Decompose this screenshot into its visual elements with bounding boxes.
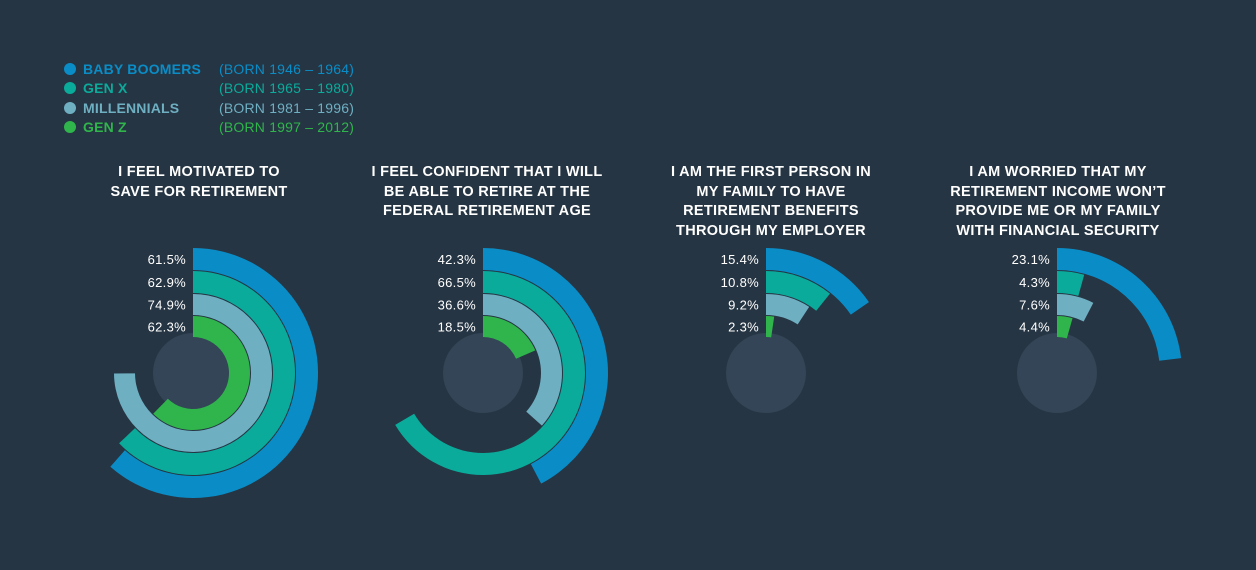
arc-gen-z xyxy=(1057,315,1073,339)
legend-item-millennials: MILLENNIALS (BORN 1981 – 1996) xyxy=(64,98,354,118)
value-label-millennials: 36.6% xyxy=(438,298,477,313)
title-line: I AM THE FIRST PERSON IN xyxy=(670,164,871,180)
radial-chart-4: 23.1% 4.3% 7.6% 4.4% xyxy=(1012,248,1182,413)
title-line: FEDERAL RETIREMENT AGE xyxy=(383,203,591,219)
title-line: RETIREMENT INCOME WON’T xyxy=(950,183,1166,200)
value-label-gen-z: 18.5% xyxy=(438,320,477,335)
arc-baby-boomers xyxy=(110,248,319,498)
arc-gen-x xyxy=(119,271,296,475)
arc-baby-boomers xyxy=(1057,248,1182,361)
center-circle xyxy=(1017,333,1097,413)
title-line: I FEEL MOTIVATED TO xyxy=(118,164,280,180)
value-label-gen-x: 10.8% xyxy=(721,275,760,290)
legend-born: (BORN 1997 – 2012) xyxy=(219,119,355,136)
arc-gen-z xyxy=(766,316,775,338)
legend-name: MILLENNIALS xyxy=(83,99,180,116)
value-label-gen-x: 4.3% xyxy=(1019,275,1050,290)
title-line: I FEEL CONFIDENT THAT I WILL xyxy=(371,164,603,180)
center-circle xyxy=(443,333,523,413)
value-label-baby-boomers: 61.5% xyxy=(148,252,187,267)
title-line: THROUGH MY EMPLOYER xyxy=(676,222,866,239)
value-label-gen-z: 4.4% xyxy=(1019,320,1050,335)
legend-born: (BORN 1965 – 1980) xyxy=(219,80,355,97)
value-label-millennials: 9.2% xyxy=(728,298,759,313)
legend-name: GEN Z xyxy=(83,119,127,136)
arc-gen-x xyxy=(766,271,831,311)
arc-gen-z xyxy=(483,316,536,359)
legend-name: BABY BOOMERS xyxy=(83,60,202,77)
title-line: PROVIDE ME OR MY FAMILY xyxy=(955,203,1161,219)
value-label-gen-z: 62.3% xyxy=(148,320,187,335)
chart-title-confident: I FEEL CONFIDENT THAT I WILL BE ABLE TO … xyxy=(352,163,622,222)
legend-name: GEN X xyxy=(83,80,128,97)
title-line: WITH FINANCIAL SECURITY xyxy=(956,222,1160,239)
chart-title-worried: I AM WORRIED THAT MY RETIREMENT INCOME W… xyxy=(923,163,1193,241)
title-line: SAVE FOR RETIREMENT xyxy=(110,183,288,200)
value-label-baby-boomers: 15.4% xyxy=(721,252,760,267)
legend-dot-icon xyxy=(64,121,76,134)
chart-title-motivated: I FEEL MOTIVATED TO SAVE FOR RETIREMENT xyxy=(64,163,334,202)
radial-chart-3: 15.4% 10.8% 9.2% 2.3% xyxy=(721,248,869,413)
title-line: RETIREMENT BENEFITS xyxy=(683,203,859,219)
radial-chart-1: 61.5% 62.9% 74.9% 62.3% xyxy=(110,248,319,498)
arc-millennials xyxy=(1057,294,1094,322)
legend-born: (BORN 1981 – 1996) xyxy=(219,99,355,116)
title-line: BE ABLE TO RETIRE AT THE xyxy=(383,183,591,200)
legend: BABY BOOMERS (BORN 1946 – 1964) GEN X (B… xyxy=(64,59,354,137)
legend-item-baby-boomers: BABY BOOMERS (BORN 1946 – 1964) xyxy=(64,59,354,79)
legend-dot-icon xyxy=(64,82,76,95)
value-label-gen-x: 62.9% xyxy=(148,275,187,290)
center-circle xyxy=(153,333,233,413)
legend-item-gen-x: GEN X (BORN 1965 – 1980) xyxy=(64,79,354,99)
value-label-baby-boomers: 23.1% xyxy=(1012,252,1051,267)
chart-title-first-person: I AM THE FIRST PERSON IN MY FAMILY TO HA… xyxy=(636,163,906,241)
value-label-gen-x: 66.5% xyxy=(438,275,477,290)
value-label-gen-z: 2.3% xyxy=(728,320,759,335)
legend-dot-icon xyxy=(64,101,76,114)
legend-item-gen-z: GEN Z (BORN 1997 – 2012) xyxy=(64,118,354,138)
center-circle xyxy=(726,333,806,413)
arc-millennials xyxy=(483,294,562,426)
arc-gen-z xyxy=(153,316,250,430)
arc-baby-boomers xyxy=(483,248,608,484)
value-label-baby-boomers: 42.3% xyxy=(438,252,477,267)
arc-baby-boomers xyxy=(766,248,869,315)
arc-millennials xyxy=(766,294,810,325)
title-line: I AM WORRIED THAT MY xyxy=(969,164,1147,180)
legend-born: (BORN 1946 – 1964) xyxy=(219,60,355,77)
value-label-millennials: 7.6% xyxy=(1019,298,1050,313)
value-label-millennials: 74.9% xyxy=(148,298,187,313)
legend-dot-icon xyxy=(64,62,76,75)
arc-gen-x xyxy=(1057,271,1085,296)
title-line: MY FAMILY TO HAVE xyxy=(696,183,846,200)
radial-chart-2: 42.3% 66.5% 36.6% 18.5% xyxy=(395,248,608,484)
